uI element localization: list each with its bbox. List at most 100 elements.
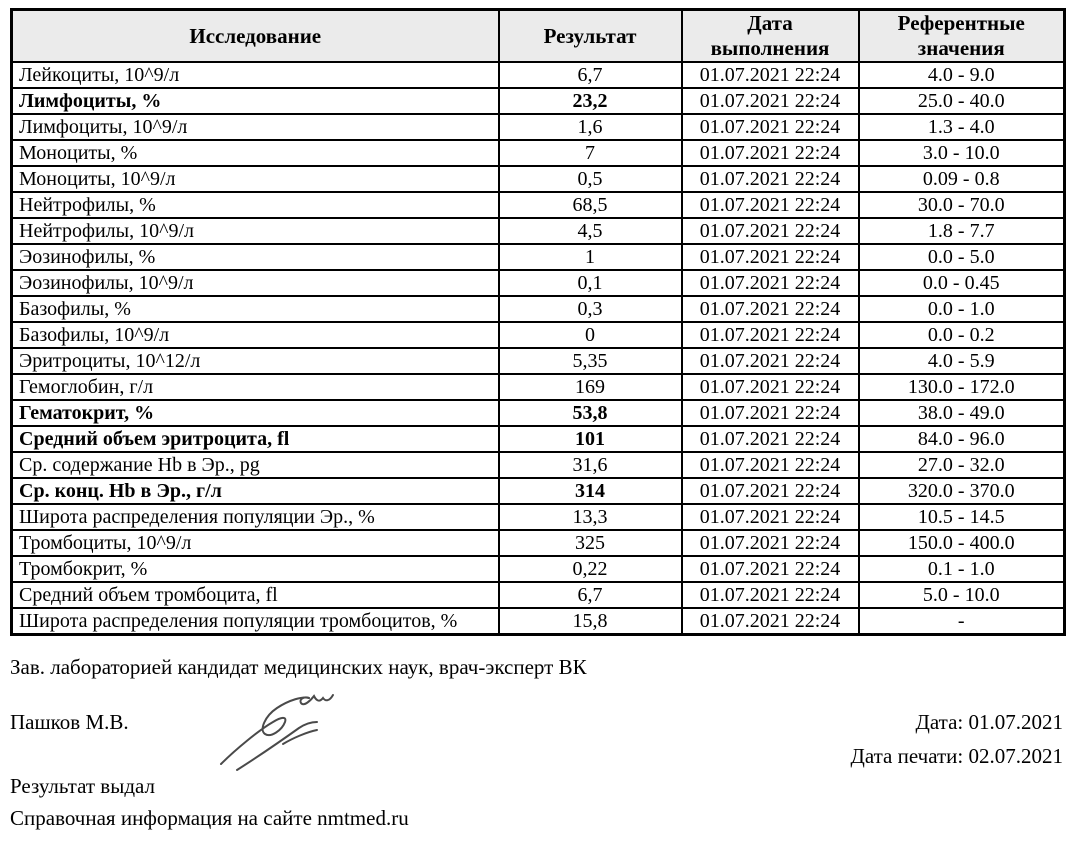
result-value-cell: 31,6 <box>497 451 683 479</box>
date-performed-cell: 01.07.2021 22:24 <box>680 243 860 271</box>
reference-range-cell: 10.5 - 14.5 <box>857 503 1066 531</box>
reference-range-cell: 130.0 - 172.0 <box>857 373 1066 401</box>
column-header-reference: Референтные значения <box>857 8 1066 63</box>
reference-range-cell: 1.3 - 4.0 <box>857 113 1066 141</box>
table-row: Тромбокрит, % 0,22 01.07.2021 22:24 0.1 … <box>10 555 1066 583</box>
result-value-cell: 1,6 <box>497 113 683 141</box>
reference-range-cell: 5.0 - 10.0 <box>857 581 1066 609</box>
test-name-cell: Широта распределения популяции тромбоцит… <box>10 607 500 636</box>
date-performed-cell: 01.07.2021 22:24 <box>680 581 860 609</box>
reference-range-cell: 4.0 - 5.9 <box>857 347 1066 375</box>
date-performed-cell: 01.07.2021 22:24 <box>680 113 860 141</box>
reference-range-cell: 0.0 - 5.0 <box>857 243 1066 271</box>
results-table: Исследование Результат Дата выполнения Р… <box>10 8 1066 636</box>
test-name-cell: Лимфоциты, 10^9/л <box>10 113 500 141</box>
date-performed-cell: 01.07.2021 22:24 <box>680 451 860 479</box>
table-row: Широта распределения популяции тромбоцит… <box>10 607 1066 636</box>
result-value-cell: 101 <box>497 425 683 453</box>
table-row: Моноциты, % 7 01.07.2021 22:24 3.0 - 10.… <box>10 139 1066 167</box>
reference-range-cell: 320.0 - 370.0 <box>857 477 1066 505</box>
lab-head-title: Зав. лабораторией кандидат медицинских н… <box>10 655 587 679</box>
table-row: Эозинофилы, % 1 01.07.2021 22:24 0.0 - 5… <box>10 243 1066 271</box>
date-performed-cell: 01.07.2021 22:24 <box>680 217 860 245</box>
test-name-cell: Лейкоциты, 10^9/л <box>10 61 500 89</box>
table-row: Средний объем эритроцита, fl 101 01.07.2… <box>10 425 1066 453</box>
result-value-cell: 0,1 <box>497 269 683 297</box>
date-performed-cell: 01.07.2021 22:24 <box>680 165 860 193</box>
test-name-cell: Средний объем эритроцита, fl <box>10 425 500 453</box>
test-name-cell: Моноциты, % <box>10 139 500 167</box>
table-row: Эритроциты, 10^12/л 5,35 01.07.2021 22:2… <box>10 347 1066 375</box>
result-value-cell: 314 <box>497 477 683 505</box>
test-name-cell: Базофилы, % <box>10 295 500 323</box>
result-value-cell: 13,3 <box>497 503 683 531</box>
date-performed-cell: 01.07.2021 22:24 <box>680 321 860 349</box>
table-row: Нейтрофилы, % 68,5 01.07.2021 22:24 30.0… <box>10 191 1066 219</box>
table-row: Широта распределения популяции Эр., % 13… <box>10 503 1066 531</box>
test-name-cell: Средний объем тромбоцита, fl <box>10 581 500 609</box>
website-info: Справочная информация на сайте nmtmed.ru <box>10 806 409 830</box>
test-name-cell: Гемоглобин, г/л <box>10 373 500 401</box>
result-value-cell: 53,8 <box>497 399 683 427</box>
result-value-cell: 325 <box>497 529 683 557</box>
result-value-cell: 1 <box>497 243 683 271</box>
date-performed-cell: 01.07.2021 22:24 <box>680 295 860 323</box>
date-performed-cell: 01.07.2021 22:24 <box>680 503 860 531</box>
table-row: Ср. конц. Hb в Эр., г/л 314 01.07.2021 2… <box>10 477 1066 505</box>
reference-range-cell: 38.0 - 49.0 <box>857 399 1066 427</box>
column-header-test: Исследование <box>10 8 500 63</box>
column-header-date: Дата выполнения <box>680 8 860 63</box>
test-name-cell: Лимфоциты, % <box>10 87 500 115</box>
result-value-cell: 169 <box>497 373 683 401</box>
date-performed-cell: 01.07.2021 22:24 <box>680 269 860 297</box>
date-performed-cell: 01.07.2021 22:24 <box>680 87 860 115</box>
table-row: Гематокрит, % 53,8 01.07.2021 22:24 38.0… <box>10 399 1066 427</box>
issued-by-label: Результат выдал <box>10 774 156 798</box>
date-performed-cell: 01.07.2021 22:24 <box>680 529 860 557</box>
test-name-cell: Тромбоциты, 10^9/л <box>10 529 500 557</box>
result-value-cell: 68,5 <box>497 191 683 219</box>
print-date: Дата печати: 02.07.2021 <box>850 744 1063 768</box>
table-row: Лимфоциты, % 23,2 01.07.2021 22:24 25.0 … <box>10 87 1066 115</box>
reference-range-cell: - <box>857 607 1066 636</box>
test-name-cell: Эозинофилы, % <box>10 243 500 271</box>
reference-range-cell: 25.0 - 40.0 <box>857 87 1066 115</box>
date-performed-cell: 01.07.2021 22:24 <box>680 347 860 375</box>
reference-range-cell: 0.0 - 0.2 <box>857 321 1066 349</box>
test-name-cell: Моноциты, 10^9/л <box>10 165 500 193</box>
result-value-cell: 0,22 <box>497 555 683 583</box>
test-name-cell: Ср. конц. Hb в Эр., г/л <box>10 477 500 505</box>
date-performed-cell: 01.07.2021 22:24 <box>680 61 860 89</box>
result-value-cell: 6,7 <box>497 581 683 609</box>
test-name-cell: Широта распределения популяции Эр., % <box>10 503 500 531</box>
reference-range-cell: 3.0 - 10.0 <box>857 139 1066 167</box>
doctor-name: Пашков М.В. <box>10 710 129 734</box>
reference-range-cell: 1.8 - 7.7 <box>857 217 1066 245</box>
result-value-cell: 0 <box>497 321 683 349</box>
date-performed-cell: 01.07.2021 22:24 <box>680 191 860 219</box>
test-name-cell: Нейтрофилы, % <box>10 191 500 219</box>
table-row: Базофилы, 10^9/л 0 01.07.2021 22:24 0.0 … <box>10 321 1066 349</box>
result-value-cell: 23,2 <box>497 87 683 115</box>
test-name-cell: Тромбокрит, % <box>10 555 500 583</box>
results-tbody: Лейкоциты, 10^9/л 6,7 01.07.2021 22:24 4… <box>10 61 1066 636</box>
result-value-cell: 15,8 <box>497 607 683 636</box>
date-performed-cell: 01.07.2021 22:24 <box>680 555 860 583</box>
date-performed-cell: 01.07.2021 22:24 <box>680 373 860 401</box>
report-date: Дата: 01.07.2021 <box>915 710 1063 734</box>
table-row: Ср. содержание Hb в Эр., pg 31,6 01.07.2… <box>10 451 1066 479</box>
test-name-cell: Эритроциты, 10^12/л <box>10 347 500 375</box>
report-footer: Зав. лабораторией кандидат медицинских н… <box>0 650 1080 852</box>
result-value-cell: 4,5 <box>497 217 683 245</box>
result-value-cell: 5,35 <box>497 347 683 375</box>
test-name-cell: Нейтрофилы, 10^9/л <box>10 217 500 245</box>
date-performed-cell: 01.07.2021 22:24 <box>680 607 860 636</box>
result-value-cell: 6,7 <box>497 61 683 89</box>
signature-scribble <box>215 686 345 776</box>
test-name-cell: Ср. содержание Hb в Эр., pg <box>10 451 500 479</box>
table-row: Лимфоциты, 10^9/л 1,6 01.07.2021 22:24 1… <box>10 113 1066 141</box>
reference-range-cell: 4.0 - 9.0 <box>857 61 1066 89</box>
date-performed-cell: 01.07.2021 22:24 <box>680 425 860 453</box>
table-row: Моноциты, 10^9/л 0,5 01.07.2021 22:24 0.… <box>10 165 1066 193</box>
